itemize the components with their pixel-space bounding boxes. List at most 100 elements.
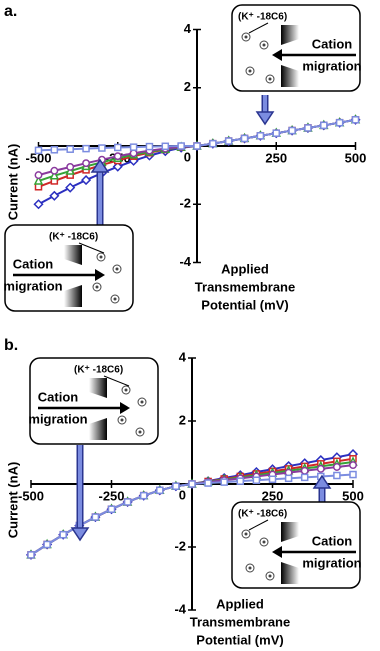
- y-tick-label: 4: [179, 349, 187, 364]
- cation-label: Cation: [312, 533, 353, 548]
- x-tick-label: -250: [98, 488, 124, 503]
- data-point: [335, 118, 344, 127]
- y-tick-label: 0: [179, 487, 186, 502]
- data-point: [316, 464, 325, 473]
- data-point: [33, 199, 44, 210]
- cation-label: migration: [28, 411, 87, 426]
- inset-box: [29, 357, 159, 445]
- data-point: [123, 498, 132, 506]
- data-point: [59, 530, 67, 539]
- data-point: [43, 540, 51, 549]
- pointer-arrow-head: [255, 111, 275, 126]
- data-point: [113, 152, 122, 161]
- migration-arrowhead: [272, 49, 282, 61]
- y-tick-label: 2: [179, 412, 186, 427]
- cation-label: Cation: [312, 36, 353, 51]
- ion-label: (K⁺ -18C6): [74, 365, 123, 376]
- data-point: [66, 145, 74, 153]
- ion-core: [124, 388, 128, 392]
- channel-wall: [281, 522, 299, 542]
- data-point: [209, 139, 217, 148]
- data-point: [332, 463, 341, 471]
- pointer-arrow-head: [90, 158, 110, 173]
- ion-pointer: [248, 519, 269, 531]
- data-point: [49, 190, 60, 201]
- cation-label: Cation: [13, 256, 54, 271]
- data-point: [188, 480, 196, 488]
- x-axis-label: Transmembrane: [190, 614, 290, 629]
- y-tick-label: 0: [184, 149, 191, 164]
- channel-wall: [281, 25, 299, 45]
- inset: (K⁺ -18C6) Cation migration: [231, 4, 362, 92]
- data-point: [34, 171, 43, 180]
- x-axis-label: Applied: [216, 596, 264, 611]
- data-point: [252, 476, 261, 484]
- migration-arrowhead: [272, 546, 282, 558]
- inset-box: [4, 224, 134, 312]
- data-point: [33, 175, 44, 185]
- y-axis-label: Current (nA): [5, 144, 20, 221]
- data-point: [349, 461, 357, 470]
- data-point: [82, 159, 91, 168]
- data-point: [65, 182, 76, 193]
- channel-wall: [281, 65, 299, 87]
- y-axis-label: Current (nA): [5, 462, 20, 539]
- ion-core: [115, 267, 119, 271]
- data-point: [82, 144, 90, 153]
- ion-label: (K⁺ -18C6): [49, 232, 98, 243]
- data-point: [177, 142, 185, 150]
- channel-wall: [64, 285, 82, 307]
- data-point: [107, 505, 116, 513]
- data-point: [50, 166, 59, 175]
- ion-core: [268, 77, 272, 81]
- ion-core: [268, 574, 272, 578]
- x-tick-label: 500: [342, 488, 364, 503]
- data-point: [300, 466, 309, 475]
- migration-arrowhead: [95, 269, 105, 281]
- data-point: [268, 475, 277, 484]
- x-axis-label: Transmembrane: [195, 279, 295, 294]
- ion-core: [244, 532, 248, 536]
- data-point: [349, 470, 357, 479]
- panel-label: b.: [4, 337, 18, 354]
- ion-pointer: [78, 242, 105, 254]
- data-point: [333, 471, 341, 480]
- y-tick-label: 2: [184, 79, 191, 94]
- data-point: [193, 142, 201, 150]
- data-point: [80, 175, 92, 186]
- x-axis-label: Potential (mV): [201, 297, 288, 312]
- x-axis-label: Potential (mV): [196, 632, 283, 647]
- ion-label: (K⁺ -18C6): [238, 12, 287, 23]
- series: [27, 470, 357, 559]
- x-axis-label: Applied: [221, 261, 269, 276]
- y-tick-label: 4: [184, 21, 192, 36]
- y-tick-label: -4: [179, 254, 191, 269]
- data-point: [172, 482, 180, 490]
- ion-core: [138, 430, 142, 434]
- ion-core: [248, 69, 252, 73]
- data-point: [129, 143, 138, 151]
- data-point: [156, 486, 164, 495]
- data-point: [161, 142, 170, 151]
- ion-core: [244, 35, 248, 39]
- ion-core: [140, 400, 144, 404]
- data-point: [224, 137, 233, 145]
- data-point: [256, 132, 265, 140]
- data-point: [49, 170, 60, 180]
- data-point: [284, 474, 293, 483]
- inset: (K⁺ -18C6) Cation migration: [231, 501, 362, 589]
- channel-wall: [89, 418, 107, 440]
- x-tick-label: 250: [262, 488, 284, 503]
- inset-box: [231, 501, 361, 589]
- panel-label: a.: [4, 3, 17, 20]
- channel-wall: [64, 245, 82, 265]
- data-point: [236, 477, 245, 485]
- data-point: [98, 144, 106, 152]
- ion-core: [262, 43, 266, 47]
- ion-pointer: [248, 22, 269, 34]
- data-point: [50, 146, 59, 154]
- data-point: [272, 129, 280, 137]
- data-point: [304, 124, 312, 132]
- inset: (K⁺ -18C6) Cation migration: [28, 357, 159, 445]
